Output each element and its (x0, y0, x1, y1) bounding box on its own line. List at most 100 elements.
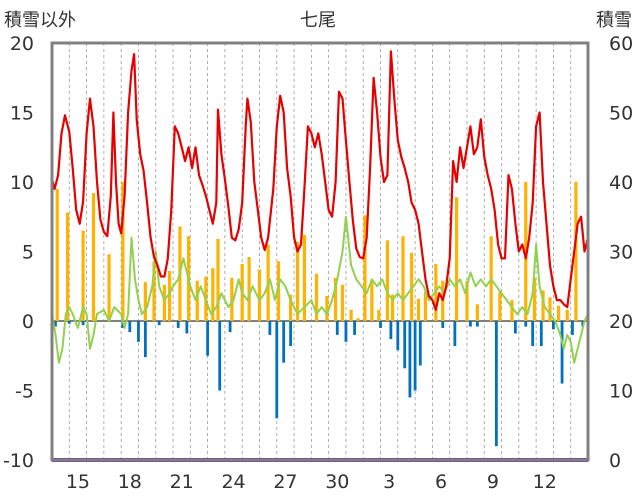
sunshine-bar (55, 188, 59, 321)
precipitation-bar (396, 321, 400, 351)
wind-line-layer (51, 215, 589, 364)
precipitation-bar (185, 321, 189, 334)
x-tick-label: 21 (170, 471, 194, 493)
sunshine-bar (370, 280, 374, 321)
left-tick-label: 5 (22, 242, 34, 264)
sunshine-bar (385, 240, 390, 321)
precipitation-bar (441, 321, 445, 328)
precipitation-bar (413, 321, 417, 391)
wind-line (51, 215, 589, 364)
x-axis-ticks: 15 18 21 24 27 30 3 6 9 12 (66, 471, 557, 493)
sunshine-bar (349, 309, 353, 321)
precipitation-bar (389, 321, 393, 340)
precipitation-bar (418, 321, 422, 366)
sunshine-bar (162, 284, 166, 321)
left-tick-label: 10 (10, 172, 34, 194)
precipitation-bar (539, 321, 543, 347)
sunshine-bar (143, 282, 147, 321)
precipitation-bar (67, 321, 71, 324)
sunshine-bar (295, 241, 300, 321)
sunshine-bar (532, 277, 536, 321)
sunshine-bar (302, 234, 307, 321)
left-tick-label: 15 (10, 103, 34, 125)
sunshine-bar (152, 261, 156, 321)
precipitation-bar (379, 321, 382, 328)
x-tick-label: 18 (118, 471, 142, 493)
precipitation-bar (157, 321, 161, 326)
precipitation-bar (81, 321, 85, 326)
precipitation-bar (353, 321, 356, 335)
precipitation-bar (344, 321, 348, 342)
right-tick-label: 0 (609, 450, 621, 472)
sunshine-bar (81, 230, 85, 321)
sunshine-bar (510, 300, 514, 321)
sunshine-bar (216, 238, 220, 321)
precipitation-bar (289, 321, 293, 347)
sunshine-bar (167, 270, 172, 321)
sunshine-bar (333, 277, 338, 321)
plot-border (50, 41, 590, 462)
precipitation-bar (176, 321, 180, 328)
sunshine-bar (276, 261, 281, 321)
precipitation-bar (513, 321, 517, 334)
precipitation-bar (268, 321, 272, 335)
precipitation-bar (206, 321, 210, 356)
left-axis-title: 積雪以外 (4, 10, 76, 31)
x-tick-label: 15 (66, 471, 90, 493)
precipitation-bar (128, 321, 132, 333)
sunshine-bar (314, 273, 319, 321)
sunshine-bar (454, 197, 459, 321)
precipitation-bar (335, 321, 339, 335)
precipitation-bar (275, 321, 279, 419)
sunshine-bar (363, 215, 367, 321)
sunshine-bar (247, 257, 251, 321)
precipitation-bar (403, 321, 407, 369)
x-tick-label: 6 (435, 471, 447, 493)
precipitation-bar (54, 321, 57, 327)
right-axis-title: 積雪 (596, 10, 632, 31)
sunshine-bar (230, 277, 234, 321)
sunshine-bar (410, 252, 414, 321)
right-tick-label: 60 (609, 33, 633, 55)
left-tick-label: 0 (22, 311, 34, 333)
temperature-line (50, 50, 590, 311)
sunshine-bar (257, 269, 262, 321)
sunshine-bar (289, 294, 293, 321)
precipitation-bar (143, 321, 147, 358)
right-tick-label: 10 (609, 381, 633, 403)
right-tick-label: 40 (609, 172, 633, 194)
x-tick-label: 12 (533, 471, 557, 493)
chart-title: 七尾 (300, 10, 336, 31)
x-tick-label: 3 (383, 471, 395, 493)
right-tick-label: 30 (609, 242, 633, 264)
precipitation-bar (571, 321, 574, 335)
left-tick-label: 20 (10, 33, 34, 55)
sunshine-bar (541, 290, 545, 321)
sunshine-bar (65, 212, 70, 321)
sunshine-bar (401, 236, 405, 321)
precipitation-bar (560, 321, 564, 384)
precipitation-bar (494, 321, 498, 447)
sunshine-bar (498, 291, 502, 321)
right-tick-label: 50 (609, 103, 633, 125)
precipitation-bar (408, 321, 412, 398)
x-tick-label: 27 (273, 471, 297, 493)
precipitation-bars (54, 321, 585, 447)
x-tick-label: 9 (487, 471, 499, 493)
sunshine-bar (565, 309, 569, 321)
sunshine-bar (107, 254, 111, 321)
x-tick-label: 30 (325, 471, 349, 493)
sunshine-bar (91, 193, 96, 321)
sunshine-bar (121, 182, 125, 321)
sunshine-bar (423, 291, 428, 321)
precipitation-bar (218, 321, 222, 391)
sunshine-bar (211, 268, 215, 321)
sunshine-bar (377, 309, 381, 321)
sunshine-bar (416, 298, 421, 321)
right-axis-ticks: 60 50 40 30 20 10 0 (609, 33, 633, 472)
sunshine-bar (475, 304, 479, 321)
left-tick-label: -5 (15, 381, 34, 403)
plot-frame (50, 41, 590, 462)
left-tick-label: -10 (3, 450, 34, 472)
